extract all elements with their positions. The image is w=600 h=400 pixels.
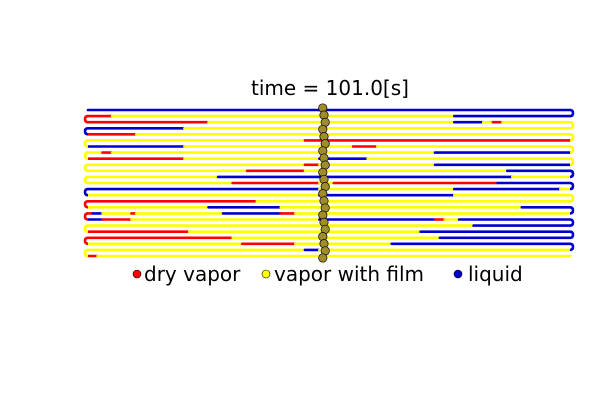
- pipe-bend: [569, 242, 575, 252]
- pipe-bend: [569, 157, 575, 167]
- pipe-bend: [569, 193, 575, 203]
- pipe-bend: [83, 151, 89, 160]
- pipe-bend: [83, 163, 89, 173]
- legend-label-liquid: liquid: [468, 262, 523, 286]
- legend-marker-vapor-with-film: [261, 269, 271, 279]
- pipe-bend: [83, 224, 89, 233]
- probe-column: [318, 103, 330, 263]
- pipe-bend: [569, 133, 575, 142]
- pipe-bend: [83, 175, 89, 185]
- pipe-bend: [83, 114, 89, 124]
- legend-item-dry-vapor: dry vapor: [132, 262, 241, 286]
- pipe-loop: [83, 108, 575, 258]
- pipe-bend: [569, 120, 575, 130]
- legend-item-vapor-with-film: vapor with film: [261, 262, 424, 286]
- pipe-bend: [83, 139, 89, 148]
- pipe-bend: [83, 200, 89, 209]
- pipe-bend: [83, 236, 89, 246]
- pipe-bend: [569, 108, 575, 118]
- pipe-bend: [83, 248, 89, 258]
- pipe-bend: [83, 212, 89, 221]
- figure-title: time = 101.0[s]: [251, 76, 409, 100]
- pipe-bend: [569, 206, 575, 215]
- pipe-bend: [569, 218, 575, 227]
- pipe-bend: [569, 169, 575, 179]
- legend-label-dry-vapor: dry vapor: [144, 262, 241, 286]
- legend: dry vapor vapor with film liquid: [132, 262, 523, 286]
- pipe-bend: [569, 230, 575, 240]
- pipe-bend: [569, 145, 575, 154]
- pipe-bend: [83, 127, 89, 136]
- legend-marker-dry-vapor: [132, 269, 142, 279]
- legend-label-vapor-with-film: vapor with film: [274, 262, 424, 286]
- legend-marker-liquid: [453, 269, 463, 279]
- pipe-bend: [83, 187, 89, 197]
- legend-item-liquid: liquid: [453, 262, 523, 286]
- probe-marker: [318, 253, 328, 263]
- pipe-bend: [569, 181, 575, 191]
